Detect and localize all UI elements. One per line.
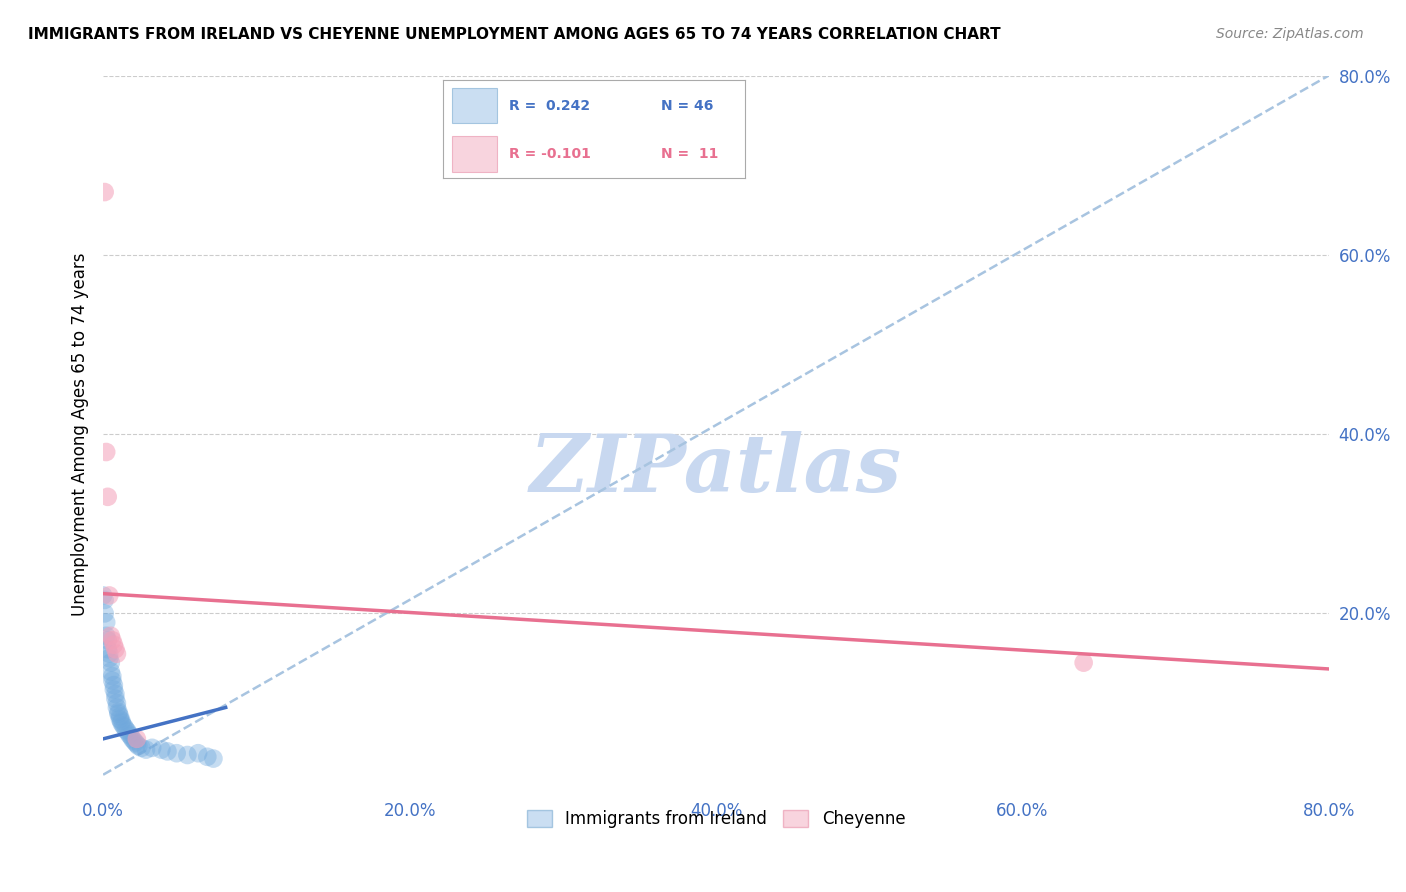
Point (93, 185, 115, 199)
Legend: Immigrants from Ireland, Cheyenne: Immigrants from Ireland, Cheyenne (520, 803, 912, 835)
Point (195, 749, 218, 764)
Point (101, 633, 124, 648)
Point (108, 709, 131, 723)
Point (97, 490, 120, 504)
Point (135, 742, 157, 756)
Point (104, 687, 127, 701)
Point (124, 735, 146, 749)
Point (110, 715, 132, 730)
Point (98, 651, 121, 665)
Point (1073, 656, 1095, 670)
Point (104, 642, 127, 657)
Point (127, 739, 149, 753)
Point (98, 589, 121, 603)
Point (108, 712, 131, 726)
Point (125, 731, 148, 746)
Point (121, 731, 143, 746)
Point (131, 740, 153, 755)
Point (98, 647, 121, 661)
Point (97, 642, 120, 657)
Point (105, 700, 128, 714)
Point (101, 673, 124, 688)
Point (115, 723, 138, 737)
Point (103, 678, 125, 692)
Point (122, 733, 145, 747)
Point (110, 714, 132, 728)
Point (150, 742, 173, 756)
Point (93, 593, 115, 607)
Point (96, 445, 118, 459)
Bar (451, 136, 498, 171)
Text: N = 46: N = 46 (661, 99, 713, 112)
Point (100, 656, 122, 670)
Text: R =  0.242: R = 0.242 (509, 99, 591, 112)
Point (97, 633, 120, 648)
Point (91, 589, 114, 603)
Point (103, 638, 125, 652)
Point (105, 696, 128, 710)
Point (103, 682, 125, 697)
Point (100, 665, 122, 679)
Point (107, 706, 129, 721)
Point (96, 615, 118, 630)
Point (156, 744, 179, 758)
Point (202, 751, 225, 765)
Point (114, 720, 136, 734)
Point (166, 746, 188, 760)
Point (176, 747, 198, 762)
Point (101, 669, 124, 683)
Point (105, 647, 128, 661)
Bar (451, 88, 498, 123)
Point (117, 724, 139, 739)
Point (125, 737, 148, 751)
Point (120, 729, 142, 743)
Point (187, 746, 209, 760)
Text: ZIPatlas: ZIPatlas (530, 431, 903, 508)
Text: R = -0.101: R = -0.101 (509, 147, 592, 161)
Y-axis label: Unemployment Among Ages 65 to 74 years: Unemployment Among Ages 65 to 74 years (72, 252, 89, 615)
Point (141, 740, 163, 755)
Point (112, 718, 135, 732)
Point (104, 691, 127, 706)
Point (96, 629, 118, 643)
Text: IMMIGRANTS FROM IRELAND VS CHEYENNE UNEMPLOYMENT AMONG AGES 65 TO 74 YEARS CORRE: IMMIGRANTS FROM IRELAND VS CHEYENNE UNEM… (28, 27, 1001, 42)
Text: Source: ZipAtlas.com: Source: ZipAtlas.com (1216, 27, 1364, 41)
Point (93, 607, 115, 621)
Point (107, 705, 129, 719)
Point (100, 629, 122, 643)
Text: N =  11: N = 11 (661, 147, 718, 161)
Point (118, 727, 141, 741)
